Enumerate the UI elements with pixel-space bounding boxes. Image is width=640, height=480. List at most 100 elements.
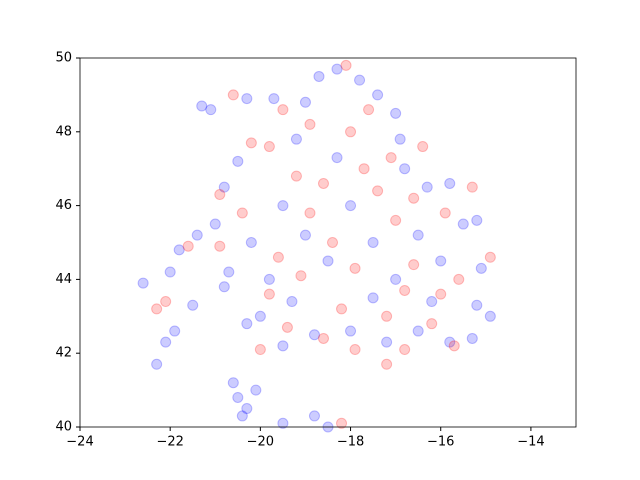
- point: [263, 141, 275, 153]
- point: [164, 266, 176, 278]
- point: [466, 181, 478, 193]
- point: [345, 325, 357, 337]
- point: [254, 344, 266, 356]
- point: [394, 133, 406, 145]
- point: [412, 325, 424, 337]
- point: [308, 410, 320, 422]
- point: [250, 384, 262, 396]
- y-tick-label: 50: [55, 51, 72, 66]
- point: [367, 237, 379, 248]
- point: [439, 207, 451, 219]
- point: [317, 177, 329, 189]
- point: [475, 262, 487, 274]
- point: [313, 70, 325, 82]
- point: [205, 104, 217, 116]
- point: [336, 303, 348, 315]
- point: [327, 237, 339, 248]
- x-tick-label: −18: [337, 435, 364, 450]
- point: [277, 340, 289, 352]
- y-tick-label: 40: [55, 420, 72, 435]
- point: [399, 163, 411, 175]
- point: [241, 93, 253, 105]
- point: [417, 141, 429, 153]
- point: [408, 192, 420, 204]
- point: [236, 410, 248, 422]
- point: [372, 89, 384, 101]
- point: [336, 417, 348, 429]
- point: [254, 310, 266, 322]
- point: [299, 96, 311, 108]
- point: [281, 321, 293, 333]
- point: [349, 262, 361, 274]
- point: [381, 358, 393, 370]
- point: [322, 255, 334, 267]
- point: [173, 244, 185, 256]
- point: [241, 403, 253, 415]
- y-tick-label: 46: [55, 198, 72, 213]
- x-tick-label: −20: [247, 435, 274, 450]
- point: [245, 237, 257, 248]
- point: [304, 207, 316, 219]
- point: [385, 152, 397, 164]
- point: [245, 137, 257, 149]
- point: [354, 74, 366, 86]
- point: [484, 251, 496, 263]
- point: [390, 107, 402, 119]
- point: [435, 288, 447, 300]
- point: [444, 177, 456, 189]
- point: [448, 340, 460, 352]
- point: [399, 344, 411, 356]
- point: [444, 336, 456, 348]
- point: [196, 100, 208, 112]
- point: [263, 273, 275, 285]
- point: [484, 310, 496, 322]
- point: [304, 118, 316, 130]
- point: [331, 152, 343, 164]
- x-tick-label: −16: [427, 435, 454, 450]
- point: [466, 332, 478, 344]
- point: [317, 332, 329, 344]
- point: [290, 133, 302, 145]
- point: [367, 292, 379, 304]
- point: [345, 126, 357, 138]
- point: [295, 270, 307, 282]
- y-tick-label: 42: [55, 346, 72, 361]
- point: [214, 240, 226, 252]
- point: [227, 89, 239, 101]
- point: [349, 344, 361, 356]
- point: [268, 93, 280, 105]
- x-tick-label: −14: [517, 435, 544, 450]
- point: [241, 318, 253, 330]
- point: [218, 181, 230, 193]
- point: [358, 163, 370, 175]
- point: [277, 104, 289, 116]
- point: [345, 200, 357, 212]
- plot-frame: [79, 57, 577, 428]
- y-tick-label: 48: [55, 124, 72, 139]
- point: [236, 207, 248, 219]
- point: [390, 273, 402, 285]
- point: [457, 218, 469, 230]
- point: [169, 325, 181, 337]
- point: [421, 181, 433, 193]
- point: [209, 218, 221, 230]
- point: [263, 288, 275, 300]
- point: [426, 318, 438, 330]
- point: [272, 251, 284, 263]
- point: [408, 259, 420, 271]
- point: [232, 155, 244, 167]
- point: [223, 266, 235, 278]
- point: [151, 358, 163, 370]
- point: [227, 377, 239, 389]
- point: [412, 229, 424, 241]
- point: [426, 296, 438, 308]
- point: [390, 214, 402, 226]
- point: [381, 336, 393, 348]
- point: [151, 303, 163, 315]
- point: [308, 329, 320, 341]
- point: [214, 189, 226, 201]
- point: [372, 185, 384, 197]
- point: [160, 336, 172, 348]
- point: [182, 240, 194, 252]
